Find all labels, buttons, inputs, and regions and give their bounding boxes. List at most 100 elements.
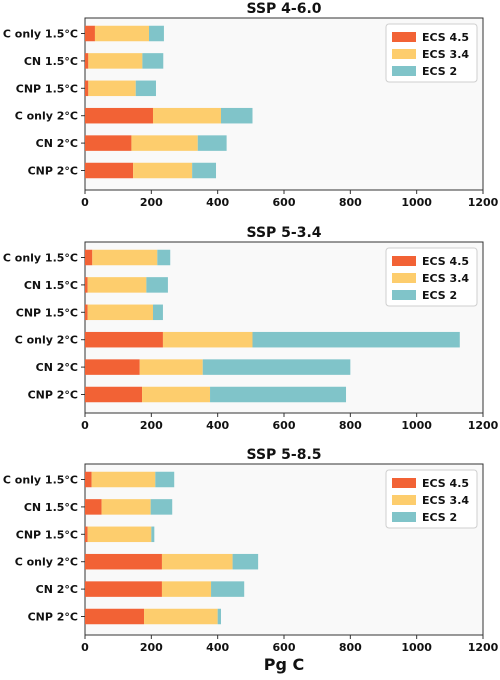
category-label: CNP 1.5°C	[16, 306, 78, 319]
bar-segment-ecs-3-4	[88, 80, 136, 97]
bar-segment-ecs-4-5	[85, 249, 93, 266]
bar-segment-ecs-2	[210, 386, 347, 403]
bar-segment-ecs-3-4	[87, 526, 152, 543]
bar-segment-ecs-4-5	[85, 359, 140, 375]
bar-segment-ecs-3-4	[87, 304, 153, 321]
bar-segment-ecs-3-4	[87, 277, 147, 293]
bar-segment-ecs-2	[149, 25, 164, 42]
bar-segment-ecs-2	[155, 471, 175, 488]
bar-segment-ecs-3-4	[139, 359, 203, 375]
legend: ECS 4.5 ECS 3.4 ECS 2	[385, 23, 478, 83]
legend-swatch	[392, 495, 416, 505]
x-tick-label: 200	[140, 196, 163, 209]
legend-swatch	[392, 273, 416, 283]
category-label: C only 1.5°C	[3, 252, 78, 265]
x-tick-label: 200	[140, 419, 163, 432]
bar-segment-ecs-3-4	[92, 249, 158, 266]
x-tick-label: 0	[81, 641, 89, 654]
x-tick-label: 400	[206, 419, 229, 432]
category-label: CN 1.5°C	[24, 501, 78, 514]
x-tick-label: 0	[81, 196, 89, 209]
bar-segment-ecs-3-4	[131, 135, 198, 151]
chart-panel-2: SSP 5-3.4 C only 1.5°C CN 1.5°C CNP 1.5°C C …	[3, 225, 499, 432]
bar-segment-ecs-4-5	[85, 581, 162, 597]
legend: ECS 4.5 ECS 3.4 ECS 2	[385, 247, 478, 307]
bar-segment-ecs-4-5	[85, 499, 102, 515]
legend-swatch	[392, 66, 416, 76]
bar-segment-ecs-4-5	[85, 331, 163, 348]
bar-segment-ecs-2	[220, 107, 253, 124]
chart-panel-3: SSP 5-8.5 C only 1.5°C CN 1.5°C CNP 1.5°C C …	[3, 447, 499, 654]
panel-title: SSP 5-8.5	[246, 447, 321, 463]
x-tick-label: 600	[273, 419, 296, 432]
bar-segment-ecs-2	[146, 277, 168, 293]
panel-title: SSP 4-6.0	[246, 1, 321, 17]
bar-segment-ecs-4-5	[85, 526, 88, 543]
legend-swatch	[392, 478, 416, 488]
x-tick-label: 800	[339, 196, 362, 209]
x-tick-label: 400	[206, 196, 229, 209]
bar-segment-ecs-4-5	[85, 162, 134, 179]
bar-segment-ecs-4-5	[85, 25, 95, 42]
x-tick-label: 600	[273, 196, 296, 209]
bar-segment-ecs-2	[217, 608, 221, 625]
bar-segment-ecs-3-4	[152, 107, 221, 124]
bar-segment-ecs-3-4	[162, 331, 253, 348]
category-label: C only 1.5°C	[3, 474, 78, 487]
x-tick-label: 1200	[468, 196, 499, 209]
bar-segment-ecs-2	[142, 53, 164, 69]
bar-segment-ecs-2	[135, 80, 156, 97]
bar-segment-ecs-2	[157, 249, 171, 266]
legend-swatch	[392, 32, 416, 42]
bar-segment-ecs-4-5	[85, 80, 89, 97]
x-tick-label: 600	[273, 641, 296, 654]
category-label: CNP 2°C	[28, 165, 78, 178]
bar-segment-ecs-3-4	[142, 386, 211, 403]
chart-panel-1: SSP 4-6.0 C only 1.5°C CN 1.5°C CNP 1.5°C C …	[3, 1, 499, 209]
bar-segment-ecs-2	[202, 359, 351, 375]
x-tick-label: 400	[206, 641, 229, 654]
legend: ECS 4.5 ECS 3.4 ECS 2	[385, 469, 478, 529]
legend-label: ECS 2	[422, 289, 457, 302]
x-tick-label: 1000	[401, 196, 432, 209]
bar-segment-ecs-4-5	[85, 107, 153, 124]
bar-segment-ecs-3-4	[101, 499, 151, 515]
legend-label: ECS 3.4	[422, 272, 469, 285]
legend-swatch	[392, 512, 416, 522]
bar-segment-ecs-2	[150, 499, 173, 515]
x-tick-label: 0	[81, 419, 89, 432]
legend-label: ECS 4.5	[422, 255, 469, 268]
category-label: CNP 2°C	[28, 389, 78, 402]
bar-segment-ecs-4-5	[85, 608, 145, 625]
legend-label: ECS 3.4	[422, 494, 469, 507]
bar-segment-ecs-3-4	[161, 581, 212, 597]
category-label: CNP 1.5°C	[16, 82, 78, 95]
category-label: C only 1.5°C	[3, 28, 78, 41]
bar-segment-ecs-4-5	[85, 471, 92, 488]
bar-segment-ecs-2	[252, 331, 460, 348]
bar-segment-ecs-2	[192, 162, 217, 179]
x-axis-label: Pg C	[264, 655, 305, 674]
bar-segment-ecs-2	[197, 135, 227, 151]
category-label: CNP 2°C	[28, 611, 78, 624]
bar-segment-ecs-3-4	[144, 608, 218, 625]
category-label: CN 2°C	[36, 137, 78, 150]
bar-segment-ecs-4-5	[85, 553, 162, 570]
x-tick-label: 1000	[401, 419, 432, 432]
bar-segment-ecs-2	[152, 304, 163, 321]
x-tick-label: 200	[140, 641, 163, 654]
category-label: C only 2°C	[15, 110, 78, 123]
bar-segment-ecs-3-4	[133, 162, 193, 179]
bar-segment-ecs-2	[211, 581, 245, 597]
legend-label: ECS 2	[422, 65, 457, 78]
category-label: CN 1.5°C	[24, 279, 78, 292]
legend-swatch	[392, 290, 416, 300]
category-label: CNP 1.5°C	[16, 528, 78, 541]
category-label: C only 2°C	[15, 334, 78, 347]
legend-swatch	[392, 256, 416, 266]
bar-segment-ecs-3-4	[94, 25, 150, 42]
bar-segment-ecs-4-5	[85, 53, 89, 69]
bar-segment-ecs-4-5	[85, 135, 132, 151]
bar-segment-ecs-2	[151, 526, 155, 543]
